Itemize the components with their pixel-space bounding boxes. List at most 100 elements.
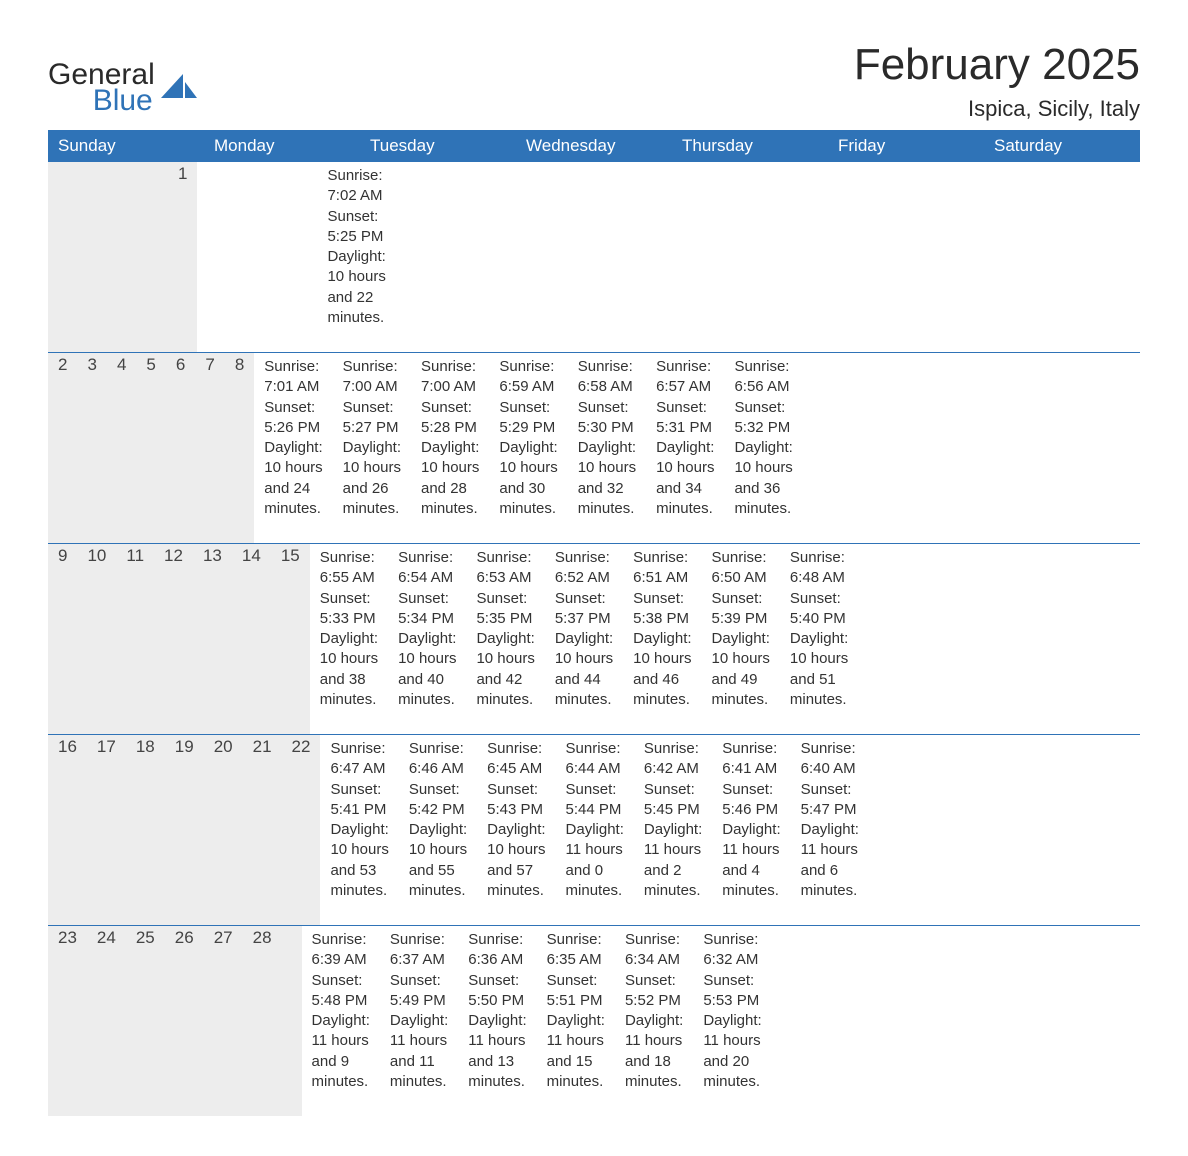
daylight-line-1: Daylight: 10 hours [578,438,636,479]
day-cell: Sunrise: 6:34 AMSunset: 5:52 PMDaylight:… [615,926,693,1116]
daylight-line-2: and 49 minutes. [712,670,770,711]
sunrise-line: Sunrise: 6:40 AM [801,739,859,780]
day-cell: Sunrise: 6:56 AMSunset: 5:32 PMDaylight:… [724,353,802,543]
day-number: 8 [225,353,254,543]
sunset-line: Sunset: 5:26 PM [264,398,322,439]
day-number: 3 [77,353,106,543]
daylight-line-2: and 32 minutes. [578,479,636,520]
sunrise-line: Sunrise: 6:53 AM [476,548,534,589]
daylight-line-1: Daylight: 10 hours [555,629,613,670]
day-number-row: 1 [48,162,197,352]
daylight-line-1: Daylight: 11 hours [801,820,859,861]
sunset-line: Sunset: 5:53 PM [703,971,761,1012]
weekday-header: Monday [204,130,360,162]
sunset-line: Sunset: 5:29 PM [499,398,557,439]
day-cell: Sunrise: 6:58 AMSunset: 5:30 PMDaylight:… [568,353,646,543]
day-number: 7 [195,353,224,543]
sunset-line: Sunset: 5:25 PM [327,207,385,248]
daylight-line-1: Daylight: 10 hours [656,438,714,479]
day-cell [257,162,277,352]
day-number [282,926,302,1116]
daylight-line-1: Daylight: 10 hours [734,438,792,479]
sunrise-line: Sunrise: 6:32 AM [703,930,761,971]
sunrise-line: Sunrise: 6:58 AM [578,357,636,398]
calendar-week: 9101112131415Sunrise: 6:55 AM Sunset: 5:3… [48,543,1140,734]
sunset-line: Sunset: 5:34 PM [398,589,456,630]
sunrise-line: Sunrise: 6:54 AM [398,548,456,589]
sunrise-line: Sunrise: 7:02 AM [327,166,385,207]
sunrise-line: Sunrise: 6:55 AM [320,548,378,589]
daylight-line-1: Daylight: 11 hours [468,1011,526,1052]
sunset-line: Sunset: 5:49 PM [390,971,448,1012]
daylight-line-2: and 34 minutes. [656,479,714,520]
sunset-line: Sunset: 5:27 PM [343,398,401,439]
brand-text: General Blue [48,58,155,118]
daylight-line-2: and 26 minutes. [343,479,401,520]
sunrise-line: Sunrise: 6:59 AM [499,357,557,398]
daylight-line-1: Daylight: 11 hours [312,1011,370,1052]
calendar-week: 16171819202122Sunrise: 6:47 AMSunset: 5:… [48,734,1140,925]
sunset-line: Sunset: 5:38 PM [633,589,691,630]
day-cells-row: Sunrise: 7:02 AMSunset: 5:25 PMDaylight:… [197,162,395,352]
weekday-header: Saturday [984,130,1140,162]
daylight-line-2: and 9 minutes. [312,1052,370,1093]
day-cells-row: Sunrise: 6:47 AMSunset: 5:41 PMDaylight:… [320,735,869,925]
day-number: 2 [48,353,77,543]
daylight-line-1: Daylight: 10 hours [327,247,385,288]
day-number: 28 [243,926,282,1116]
day-cell: Sunrise: 7:00 AMSunset: 5:28 PMDaylight:… [411,353,489,543]
daylight-line-1: Daylight: 10 hours [421,438,479,479]
day-cell: Sunrise: 6:35 AMSunset: 5:51 PMDaylight:… [537,926,615,1116]
sunset-line: Sunset: 5:43 PM [487,780,545,821]
day-number-row: 9101112131415 [48,544,310,734]
day-number: 9 [48,544,77,734]
day-cell: Sunrise: 6:59 AMSunset: 5:29 PMDaylight:… [489,353,567,543]
day-cell: Sunrise: 6:42 AMSunset: 5:45 PMDaylight:… [634,735,712,925]
daylight-line-2: and 44 minutes. [555,670,613,711]
day-cell: Sunrise: 6:39 AMSunset: 5:48 PMDaylight:… [302,926,380,1116]
daylight-line-1: Daylight: 10 hours [264,438,322,479]
daylight-line-2: and 53 minutes. [330,861,388,902]
day-cell: Sunrise: 6:45 AMSunset: 5:43 PMDaylight:… [477,735,555,925]
day-number [128,162,148,352]
calendar-week: 232425262728Sunrise: 6:39 AMSunset: 5:48… [48,925,1140,1116]
day-number: 15 [271,544,310,734]
day-cell: Sunrise: 6:52 AMSunset: 5:37 PMDaylight:… [545,544,623,734]
daylight-line-1: Daylight: 11 hours [644,820,702,861]
daylight-line-1: Daylight: 10 hours [499,438,557,479]
brand-logo: General Blue [48,40,197,118]
sunset-line: Sunset: 5:47 PM [801,780,859,821]
sunrise-line: Sunrise: 6:51 AM [633,548,691,589]
sunset-line: Sunset: 5:35 PM [476,589,534,630]
daylight-line-1: Daylight: 10 hours [487,820,545,861]
day-number [88,162,108,352]
daylight-line-1: Daylight: 11 hours [722,820,780,861]
day-cell [772,926,792,1116]
sunset-line: Sunset: 5:31 PM [656,398,714,439]
daylight-line-2: and 0 minutes. [566,861,624,902]
sunrise-line: Sunrise: 6:39 AM [312,930,370,971]
day-cell: Sunrise: 6:36 AMSunset: 5:50 PMDaylight:… [458,926,536,1116]
daylight-line-2: and 13 minutes. [468,1052,526,1093]
daylight-line-2: and 4 minutes. [722,861,780,902]
day-number: 25 [126,926,165,1116]
daylight-line-1: Daylight: 10 hours [712,629,770,670]
sunrise-line: Sunrise: 6:47 AM [330,739,388,780]
location-subtitle: Ispica, Sicily, Italy [854,96,1140,122]
sunset-line: Sunset: 5:48 PM [312,971,370,1012]
weekday-header: Thursday [672,130,828,162]
day-cell: Sunrise: 6:53 AMSunset: 5:35 PMDaylight:… [466,544,544,734]
daylight-line-2: and 20 minutes. [703,1052,761,1093]
daylight-line-1: Daylight: 10 hours [330,820,388,861]
day-cell: Sunrise: 6:41 AMSunset: 5:46 PMDaylight:… [712,735,790,925]
day-number: 26 [165,926,204,1116]
sunset-line: Sunset: 5:28 PM [421,398,479,439]
sunset-line: Sunset: 5:30 PM [578,398,636,439]
header: General Blue February 2025 Ispica, Sicil… [48,40,1140,122]
day-cell: Sunrise: 6:50 AMSunset: 5:39 PMDaylight:… [702,544,780,734]
daylight-line-2: and 36 minutes. [734,479,792,520]
day-number: 23 [48,926,87,1116]
sunset-line: Sunset: 5:50 PM [468,971,526,1012]
sunrise-line: Sunrise: 6:50 AM [712,548,770,589]
sunrise-line: Sunrise: 7:00 AM [421,357,479,398]
